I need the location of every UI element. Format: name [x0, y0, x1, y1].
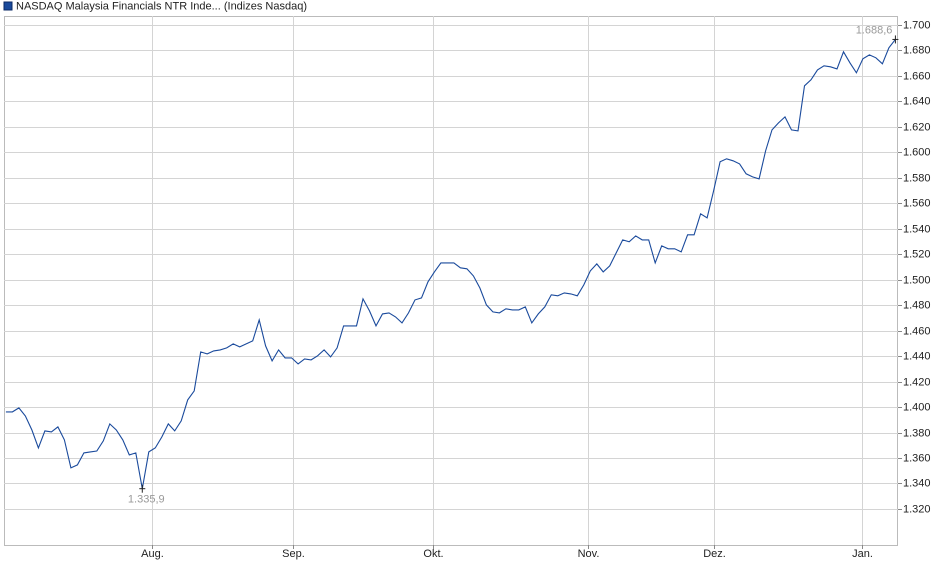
- y-tick-label: 1.600: [903, 146, 931, 158]
- x-tick-label: Sep.: [282, 548, 305, 560]
- y-tick-label: 1.320: [903, 503, 931, 515]
- y-tick-label: 1.500: [903, 274, 931, 286]
- y-tick-label: 1.460: [903, 325, 931, 337]
- y-tick-label: 1.420: [903, 376, 931, 388]
- legend-label: NASDAQ Malaysia Financials NTR Inde... (…: [16, 0, 307, 12]
- annotation-label: 1.335,9: [128, 494, 165, 506]
- y-tick-label: 1.560: [903, 197, 931, 209]
- y-tick-label: 1.380: [903, 427, 931, 439]
- y-tick-label: 1.440: [903, 350, 931, 362]
- y-tick-label: 1.700: [903, 19, 931, 31]
- annotation-label: 1.688,6: [856, 24, 893, 36]
- x-tick-label: Dez.: [703, 548, 726, 560]
- x-tick-label: Nov.: [578, 548, 600, 560]
- y-tick-label: 1.480: [903, 299, 931, 311]
- legend-swatch: [3, 1, 13, 11]
- series-line: [5, 39, 896, 489]
- y-tick-label: 1.580: [903, 172, 931, 184]
- y-tick-label: 1.520: [903, 248, 931, 260]
- y-tick-label: 1.340: [903, 477, 931, 489]
- x-tick-label: Okt.: [423, 548, 443, 560]
- y-tick-label: 1.680: [903, 44, 931, 56]
- y-tick-label: 1.640: [903, 95, 931, 107]
- y-tick-label: 1.660: [903, 70, 931, 82]
- y-tick-label: 1.620: [903, 121, 931, 133]
- x-tick-label: Jan.: [852, 548, 873, 560]
- y-tick-label: 1.360: [903, 452, 931, 464]
- y-tick-label: 1.400: [903, 401, 931, 413]
- x-tick-label: Aug.: [141, 548, 164, 560]
- y-tick-label: 1.540: [903, 223, 931, 235]
